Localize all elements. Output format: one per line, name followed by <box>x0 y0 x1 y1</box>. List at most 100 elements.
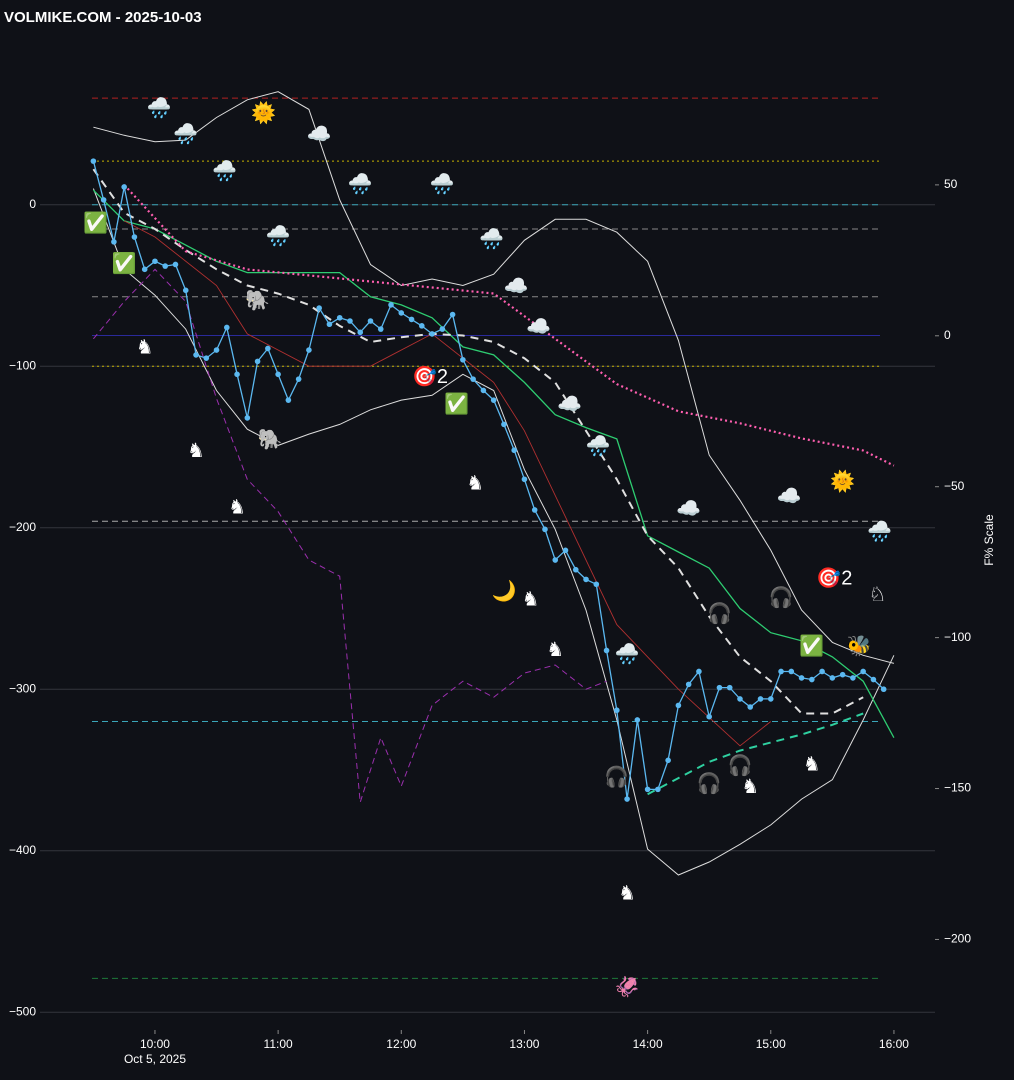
series-marker <box>193 352 199 358</box>
series-marker <box>254 358 261 365</box>
emoji-annotation: 🌧️ <box>173 122 198 146</box>
series-marker <box>367 318 374 324</box>
emoji-annotation: 🐘 <box>245 289 270 312</box>
series-marker <box>141 266 148 273</box>
emoji-annotation: ♞ <box>136 337 154 359</box>
emoji-annotation: ♞ <box>466 472 484 494</box>
series-line <box>92 168 864 715</box>
series-marker <box>778 668 784 675</box>
emoji-annotation: 🌧️ <box>147 96 172 120</box>
series-marker <box>880 686 887 693</box>
series-marker <box>603 647 610 654</box>
series-line <box>93 91 895 664</box>
emoji-annotation: ✅ <box>444 391 469 415</box>
series-marker <box>213 347 220 353</box>
y2-tick-label: 0 <box>944 328 951 342</box>
series-marker <box>295 376 302 382</box>
series-marker <box>624 796 630 802</box>
series-marker <box>829 675 836 681</box>
y-tick-label: −400 <box>9 843 36 857</box>
y-tick-label: −300 <box>9 681 36 695</box>
series-line <box>92 189 895 739</box>
x-tick-label: 10:00 <box>140 1037 170 1051</box>
emoji-annotation: 🌧️ <box>479 227 504 251</box>
emoji-annotation: ☁️ <box>676 498 701 520</box>
y2-tick-label: −50 <box>944 479 965 493</box>
series-marker <box>265 345 271 352</box>
series-marker <box>234 371 240 378</box>
emoji-annotation: ♞ <box>546 639 564 661</box>
series-marker <box>490 397 497 403</box>
series-marker <box>398 310 405 316</box>
emoji-annotation: 🎧 <box>769 585 794 609</box>
series-marker <box>336 314 343 321</box>
series-marker <box>419 323 425 329</box>
emoji-annotation: 🎯2 <box>412 365 448 388</box>
series-marker <box>562 547 569 554</box>
emoji-annotation: ✅ <box>799 634 824 658</box>
series-marker <box>182 287 189 294</box>
series-marker <box>275 371 281 378</box>
series-line <box>92 188 895 876</box>
emoji-annotation: 🌞 <box>830 469 855 493</box>
y2-axis-label: F% Scale <box>982 514 996 566</box>
emoji-annotation: 🎧 <box>604 764 629 788</box>
emoji-annotation: ☁️ <box>557 393 582 415</box>
emoji-annotation: 🎧 <box>728 753 753 777</box>
y2-tick-label: 50 <box>944 177 958 191</box>
series-marker <box>839 671 846 678</box>
x-tick-label: 11:00 <box>264 1037 293 1051</box>
y-tick-label: −100 <box>9 358 36 372</box>
series-marker <box>614 707 620 714</box>
emoji-annotation: 🌙 <box>491 579 516 603</box>
emoji-annotation: ✅ <box>112 251 137 275</box>
y2-tick-label: −150 <box>944 781 971 795</box>
series-marker <box>449 311 456 318</box>
series-marker <box>809 676 815 683</box>
series-marker <box>162 263 169 269</box>
chart-title: VOLMIKE.COM - 2025-10-03 <box>4 9 202 26</box>
y-tick-label: 0 <box>29 197 36 211</box>
series-marker <box>593 581 600 588</box>
series-marker <box>737 696 743 702</box>
emoji-annotation: 🦑 <box>615 974 640 998</box>
series-marker <box>90 158 97 164</box>
series-marker <box>357 329 364 336</box>
series-marker <box>583 576 589 583</box>
emoji-annotation: ☁️ <box>504 275 529 297</box>
series-marker <box>860 668 866 675</box>
series-marker <box>121 184 127 190</box>
series-marker <box>511 447 517 454</box>
emoji-annotation: ☁️ <box>777 485 802 507</box>
series-marker <box>819 668 825 675</box>
series-marker <box>347 318 353 324</box>
y-tick-label: −500 <box>9 1004 36 1018</box>
series-marker <box>470 376 476 382</box>
emoji-annotation: 🎯2 <box>816 567 852 590</box>
series-marker <box>716 684 723 691</box>
emoji-annotation: 🌞 <box>251 101 276 125</box>
series-marker <box>111 239 117 245</box>
series-marker <box>665 757 671 764</box>
series-marker <box>131 234 138 240</box>
series-marker <box>552 557 559 563</box>
emoji-annotation: ♞ <box>803 753 821 775</box>
series-marker <box>850 675 856 681</box>
emoji-annotation: 🌧️ <box>266 223 291 247</box>
series-marker <box>798 675 805 681</box>
x-sublabel: Oct 5, 2025 <box>124 1052 186 1066</box>
emoji-annotation: ♞ <box>228 497 246 519</box>
series-marker <box>388 302 394 308</box>
series-marker <box>747 704 754 710</box>
x-tick-label: 14:00 <box>633 1037 663 1051</box>
series-marker <box>316 305 322 311</box>
series-marker <box>377 326 384 332</box>
series-marker <box>706 713 712 720</box>
series-line <box>123 184 895 467</box>
emoji-annotation: ☁️ <box>526 316 551 338</box>
series-marker <box>172 261 179 268</box>
series-marker <box>100 197 107 203</box>
